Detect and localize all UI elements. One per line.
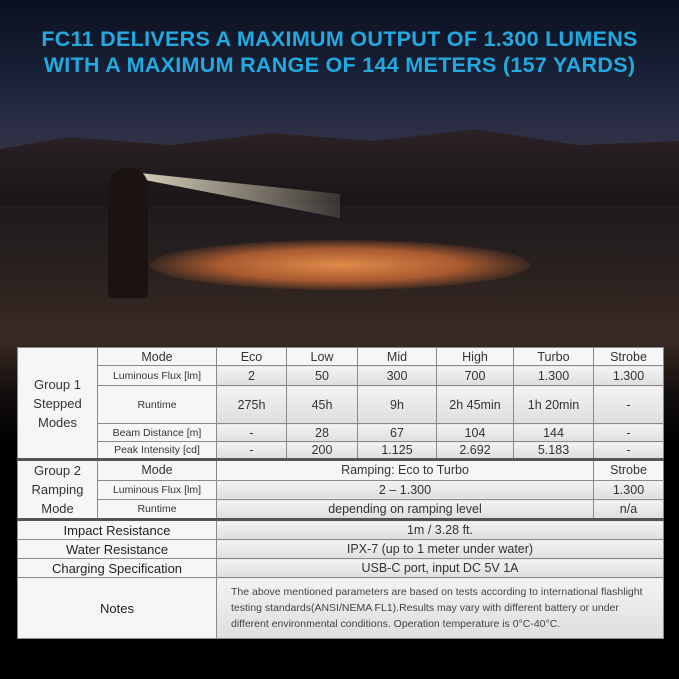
cell: n/a	[593, 499, 664, 520]
spec-table: Group 1 Stepped Modes Mode Eco Low Mid Hig…	[17, 347, 664, 639]
cell: 2 – 1.300	[216, 479, 594, 501]
headline-line-2: WITH A MAXIMUM RANGE OF 144 METERS (157 …	[43, 53, 636, 77]
cell: 700	[436, 365, 514, 386]
spec-row: Impact Resistance 1m / 3.28 ft.	[17, 518, 664, 540]
group1-label: Group 1 Stepped Modes	[17, 347, 98, 460]
cell: 1h 20min	[513, 385, 594, 424]
row-label: Runtime	[97, 385, 217, 424]
cell: 45h	[286, 385, 358, 424]
cell: 1.300	[593, 365, 664, 386]
cell: 104	[436, 423, 514, 442]
spec-label: Impact Resistance	[17, 518, 217, 540]
row-label: Beam Distance [m]	[97, 423, 217, 442]
row-label: Mode	[97, 458, 217, 481]
cell: 2.692	[436, 441, 514, 460]
cell: 28	[286, 423, 358, 442]
cell: depending on ramping level	[216, 499, 594, 520]
cell: 1.300	[593, 479, 664, 501]
cell: 9h	[357, 385, 437, 424]
cell: 1.300	[513, 365, 594, 386]
notes-label: Notes	[17, 577, 217, 639]
spec-value: USB-C port, input DC 5V 1A	[216, 558, 664, 578]
spec-label: Charging Specification	[17, 558, 217, 578]
table-row: Beam Distance [m] -28 67 104 144-	[18, 423, 664, 442]
cell: 275h	[216, 385, 287, 424]
headline: FC11 DELIVERS A MAXIMUM OUTPUT OF 1.300 …	[0, 26, 679, 78]
spec-value: 1m / 3.28 ft.	[216, 518, 664, 540]
mode-turbo: Turbo	[513, 347, 594, 366]
table-row: Runtime depending on ramping level n/a	[18, 499, 664, 520]
cell: 1.125	[357, 441, 437, 460]
group2-label: Group 2 Ramping Mode	[17, 458, 98, 520]
mode-eco: Eco	[216, 347, 287, 366]
row-label: Luminous Flux [lm]	[97, 479, 217, 501]
table-row: Runtime 275h 45h 9h 2h 45min 1h 20min -	[18, 385, 664, 424]
illuminated-road	[150, 240, 530, 290]
cell: 2	[216, 365, 287, 386]
spec-label: Water Resistance	[17, 539, 217, 559]
cell: -	[216, 441, 287, 460]
group-label-line: Stepped	[33, 395, 82, 411]
cell: -	[593, 441, 664, 460]
cell: Strobe	[593, 458, 664, 481]
cell: Ramping: Eco to Turbo	[216, 458, 594, 481]
group-label-line: Group 1	[34, 376, 81, 392]
group1-header-row: Group 1 Stepped Modes Mode Eco Low Mid Hig…	[17, 347, 664, 460]
cell: 5.183	[513, 441, 594, 460]
cell: 200	[286, 441, 358, 460]
mode-strobe: Strobe	[593, 347, 664, 366]
person-silhouette	[108, 168, 148, 298]
group-label-line: Mode	[41, 501, 74, 516]
cell: 50	[286, 365, 358, 386]
cell: 67	[357, 423, 437, 442]
cell: 144	[513, 423, 594, 442]
group-label-line: Modes	[37, 414, 78, 430]
group-label-line: Ramping	[31, 482, 84, 497]
cell: 2h 45min	[436, 385, 514, 424]
table-row: Luminous Flux [lm] 2 – 1.300 1.300	[18, 479, 664, 501]
spec-row: Charging Specification USB-C port, input…	[17, 558, 664, 578]
cell: -	[593, 385, 664, 424]
cell: -	[593, 423, 664, 442]
notes-text: The above mentioned parameters are based…	[216, 577, 664, 639]
spec-value: IPX-7 (up to 1 meter under water)	[216, 539, 664, 559]
row-label: Peak Intensity [cd]	[97, 441, 217, 460]
headline-line-1: FC11 DELIVERS A MAXIMUM OUTPUT OF 1.300 …	[41, 27, 638, 51]
mode-header: Mode	[97, 347, 217, 366]
notes-row: Notes The above mentioned parameters are…	[17, 577, 664, 639]
row-label: Runtime	[97, 499, 217, 520]
mode-low: Low	[286, 347, 358, 366]
cell: -	[216, 423, 287, 442]
cell: 300	[357, 365, 437, 386]
row-label: Luminous Flux [lm]	[97, 365, 217, 386]
group2-mode-row: Group 2 Ramping Mode Mode Ramping: Eco to …	[17, 458, 664, 520]
group-label-line: Group 2	[34, 463, 81, 478]
spec-row: Water Resistance IPX-7 (up to 1 meter un…	[17, 539, 664, 559]
table-row: Peak Intensity [cd] -200 1.125 2.692 5.183-	[18, 441, 664, 460]
mode-high: High	[436, 347, 514, 366]
mode-mid: Mid	[357, 347, 437, 366]
table-row: Luminous Flux [lm] 2 50 300 700 1.300 1.300	[18, 365, 664, 386]
